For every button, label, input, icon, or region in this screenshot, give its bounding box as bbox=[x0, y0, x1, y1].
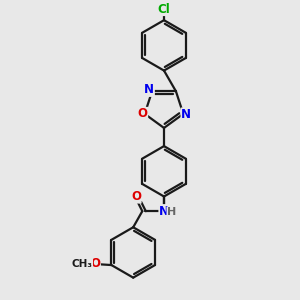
Text: H: H bbox=[167, 207, 176, 217]
Text: N: N bbox=[144, 83, 154, 96]
Text: N: N bbox=[181, 108, 191, 121]
Text: O: O bbox=[138, 107, 148, 120]
Text: CH₃: CH₃ bbox=[71, 259, 92, 269]
Text: O: O bbox=[131, 190, 141, 203]
Text: N: N bbox=[159, 205, 169, 218]
Text: Cl: Cl bbox=[158, 2, 170, 16]
Text: O: O bbox=[90, 257, 100, 271]
